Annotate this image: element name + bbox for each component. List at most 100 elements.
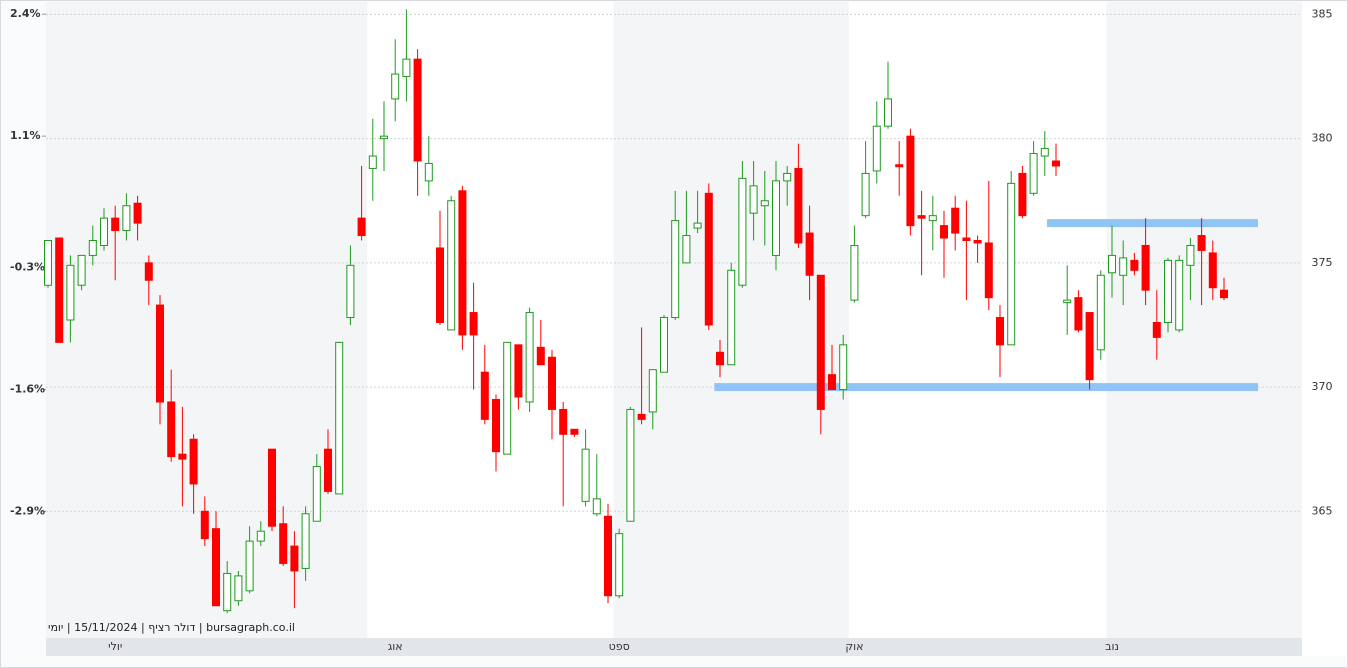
candle-body	[44, 240, 52, 286]
candle-body	[671, 220, 680, 319]
candle-body	[200, 510, 209, 540]
candle-body	[380, 135, 388, 140]
candle-body	[704, 192, 713, 326]
candle-body	[682, 235, 691, 264]
y2-tick-label: 2.4%	[10, 7, 41, 20]
candle-body	[861, 172, 870, 217]
candle-body	[156, 304, 164, 403]
candle-body	[1152, 321, 1161, 338]
candle-body	[872, 125, 881, 172]
candle-body	[940, 225, 948, 239]
candle-body	[1220, 289, 1228, 299]
candle-body	[279, 523, 288, 564]
x-tick-label: אוק	[845, 640, 863, 653]
candle-body	[996, 317, 1004, 346]
candle-body	[447, 200, 456, 331]
candle-body	[548, 356, 556, 410]
candle-body	[245, 540, 254, 592]
candle-body	[1007, 182, 1016, 346]
candle-body	[88, 240, 97, 256]
candle-body	[626, 408, 635, 522]
candle-body	[290, 545, 299, 572]
candle-body	[772, 180, 780, 256]
y2-tick-label: -0.3%	[10, 260, 45, 273]
candle-body	[312, 466, 321, 522]
candle-body	[234, 575, 243, 602]
candle-body	[368, 155, 377, 169]
x-tick-label: ספט	[609, 640, 630, 653]
candle-body	[66, 264, 75, 321]
candle-body	[850, 244, 859, 301]
level-line	[714, 383, 1258, 392]
x-tick-label: נוב	[1105, 640, 1119, 653]
candle-body	[727, 269, 736, 366]
candle-body	[133, 202, 142, 224]
candle-body	[660, 317, 668, 373]
candle-body	[492, 399, 500, 453]
candle-body	[503, 341, 512, 455]
candle-body	[951, 207, 960, 234]
candle-body	[973, 240, 982, 244]
candle-body	[1141, 244, 1150, 291]
level-line	[1047, 219, 1258, 228]
candle-body	[223, 572, 232, 612]
footer: bursagraph.co.il | דולר רציף | 15/11/202…	[48, 621, 295, 634]
plot-area	[46, 2, 1302, 638]
month-band	[367, 2, 614, 638]
candle-body	[559, 408, 568, 435]
y-tick-label: 370	[1312, 380, 1333, 393]
candle-body	[917, 215, 926, 219]
candle-body	[55, 237, 64, 343]
candle-body	[783, 172, 792, 182]
candle-body	[144, 262, 153, 281]
candle-body	[604, 515, 612, 597]
candle-body	[480, 371, 489, 420]
candle-body	[256, 530, 265, 542]
candle-body	[738, 177, 747, 286]
candle-body	[906, 135, 915, 227]
x-tick-label: יולי	[108, 640, 122, 653]
candle-body	[402, 58, 411, 78]
candle-body	[648, 369, 657, 413]
candle-body	[962, 237, 971, 241]
candle-body	[268, 448, 276, 527]
candle-body	[1130, 259, 1139, 271]
candle-body	[839, 344, 848, 391]
candle-body	[514, 344, 523, 398]
candle-body	[167, 401, 176, 458]
candle-body	[637, 413, 646, 420]
candle-body	[189, 438, 198, 485]
candle-body	[212, 528, 220, 607]
candle-body	[1197, 235, 1206, 251]
candle-body	[828, 374, 836, 391]
candle-body	[100, 217, 108, 246]
candle-body	[77, 254, 86, 286]
candle-body	[760, 200, 769, 207]
candle-body	[581, 448, 590, 502]
candle-body	[391, 73, 400, 100]
candle-body	[458, 190, 467, 336]
candle-body	[794, 167, 803, 244]
candle-body	[895, 164, 904, 168]
y2-tick-label: -2.9%	[10, 504, 45, 517]
y2-tick-label: 1.1%	[10, 129, 41, 142]
y-tick-label: 365	[1312, 504, 1333, 517]
candle-body	[469, 312, 478, 336]
candle-body	[984, 242, 993, 299]
y2-tick-label: -1.6%	[10, 382, 45, 395]
candle-body	[716, 351, 724, 366]
candle-body	[301, 513, 310, 569]
month-band	[848, 2, 1107, 638]
candle-body	[1029, 153, 1038, 194]
candle-body	[570, 428, 579, 435]
candle-body	[1108, 254, 1116, 274]
y-axis-area	[1302, 2, 1346, 656]
candle-body	[525, 312, 534, 403]
candle-body	[1175, 259, 1184, 331]
candle-body	[816, 274, 825, 410]
candle-body	[1018, 172, 1027, 217]
candle-body	[436, 247, 444, 323]
candle-body	[357, 217, 366, 237]
